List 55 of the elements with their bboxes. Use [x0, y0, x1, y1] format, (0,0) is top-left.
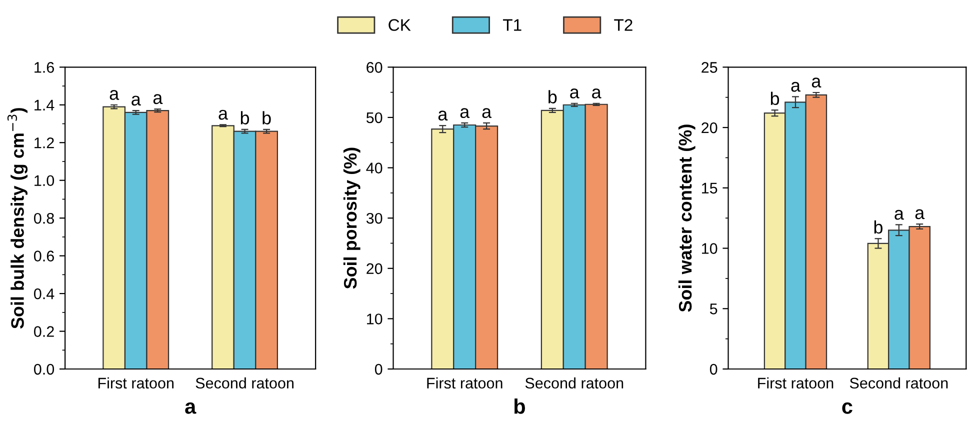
- x-tick-label: First ratoon: [98, 377, 174, 389]
- y-tick-label: 10: [702, 243, 718, 254]
- data-label: a: [482, 108, 492, 118]
- data-label: a: [791, 82, 800, 92]
- y-tick-label: 20: [366, 263, 382, 274]
- data-label: a: [110, 90, 120, 100]
- y-tick-label: 30: [366, 212, 382, 224]
- legend-label: T2: [614, 19, 632, 31]
- y-tick-label: 0.8: [34, 212, 54, 224]
- x-tick-label: First ratoon: [758, 377, 834, 389]
- x-tick-label: Second ratoon: [525, 377, 624, 389]
- data-label: a: [153, 94, 163, 104]
- y-tick-label: 1.2: [34, 137, 54, 148]
- data-label: a: [460, 108, 470, 118]
- y-tick-label: 0.4: [34, 288, 54, 300]
- y-axis-title: Soil bulk density (g cm$^{−3}$): [7, 108, 28, 329]
- data-label: b: [874, 220, 882, 234]
- y-tick-label: 40: [366, 162, 382, 174]
- data-label: b: [240, 111, 250, 124]
- x-tick-label: Second ratoon: [850, 377, 948, 389]
- data-label: a: [438, 110, 448, 121]
- x-tick-label: Second ratoon: [196, 377, 294, 389]
- y-tick-label: 1.6: [34, 62, 54, 73]
- y-tick-label: 20: [702, 122, 718, 134]
- data-label: b: [770, 92, 780, 106]
- legend-label: CK: [388, 19, 411, 31]
- y-tick-label: 10: [367, 314, 382, 324]
- y-tick-label: 5: [710, 304, 718, 314]
- data-label: a: [218, 110, 228, 120]
- text: a: [185, 402, 196, 414]
- data-label: a: [570, 88, 580, 98]
- data-label: a: [812, 78, 822, 88]
- y-tick-label: 1.0: [34, 175, 54, 186]
- y-tick-label: 0: [710, 364, 718, 375]
- y-tick-label: 25: [702, 62, 718, 73]
- text: c: [842, 402, 852, 414]
- text: b: [514, 398, 525, 414]
- x-tick-label: First ratoon: [427, 377, 502, 389]
- legend-label: T1: [503, 19, 522, 31]
- y-tick-label: 60: [366, 62, 382, 73]
- data-label: a: [915, 209, 925, 220]
- y-tick-label: 50: [366, 112, 382, 124]
- y-axis-title: Soil porosity (%): [343, 148, 360, 289]
- data-label: a: [894, 210, 904, 220]
- y-tick-label: 0.6: [34, 250, 54, 262]
- data-label: a: [132, 96, 141, 106]
- data-label: a: [592, 88, 602, 98]
- data-label: b: [262, 111, 271, 124]
- y-tick-label: 1.4: [34, 100, 54, 110]
- y-tick-label: 15: [702, 182, 718, 194]
- y-tick-label: 0: [374, 364, 382, 375]
- y-tick-label: 0.2: [34, 326, 54, 337]
- y-tick-label: 0.0: [34, 364, 54, 375]
- y-axis-title: Soil water content (%): [678, 124, 696, 312]
- data-label: b: [548, 90, 557, 104]
